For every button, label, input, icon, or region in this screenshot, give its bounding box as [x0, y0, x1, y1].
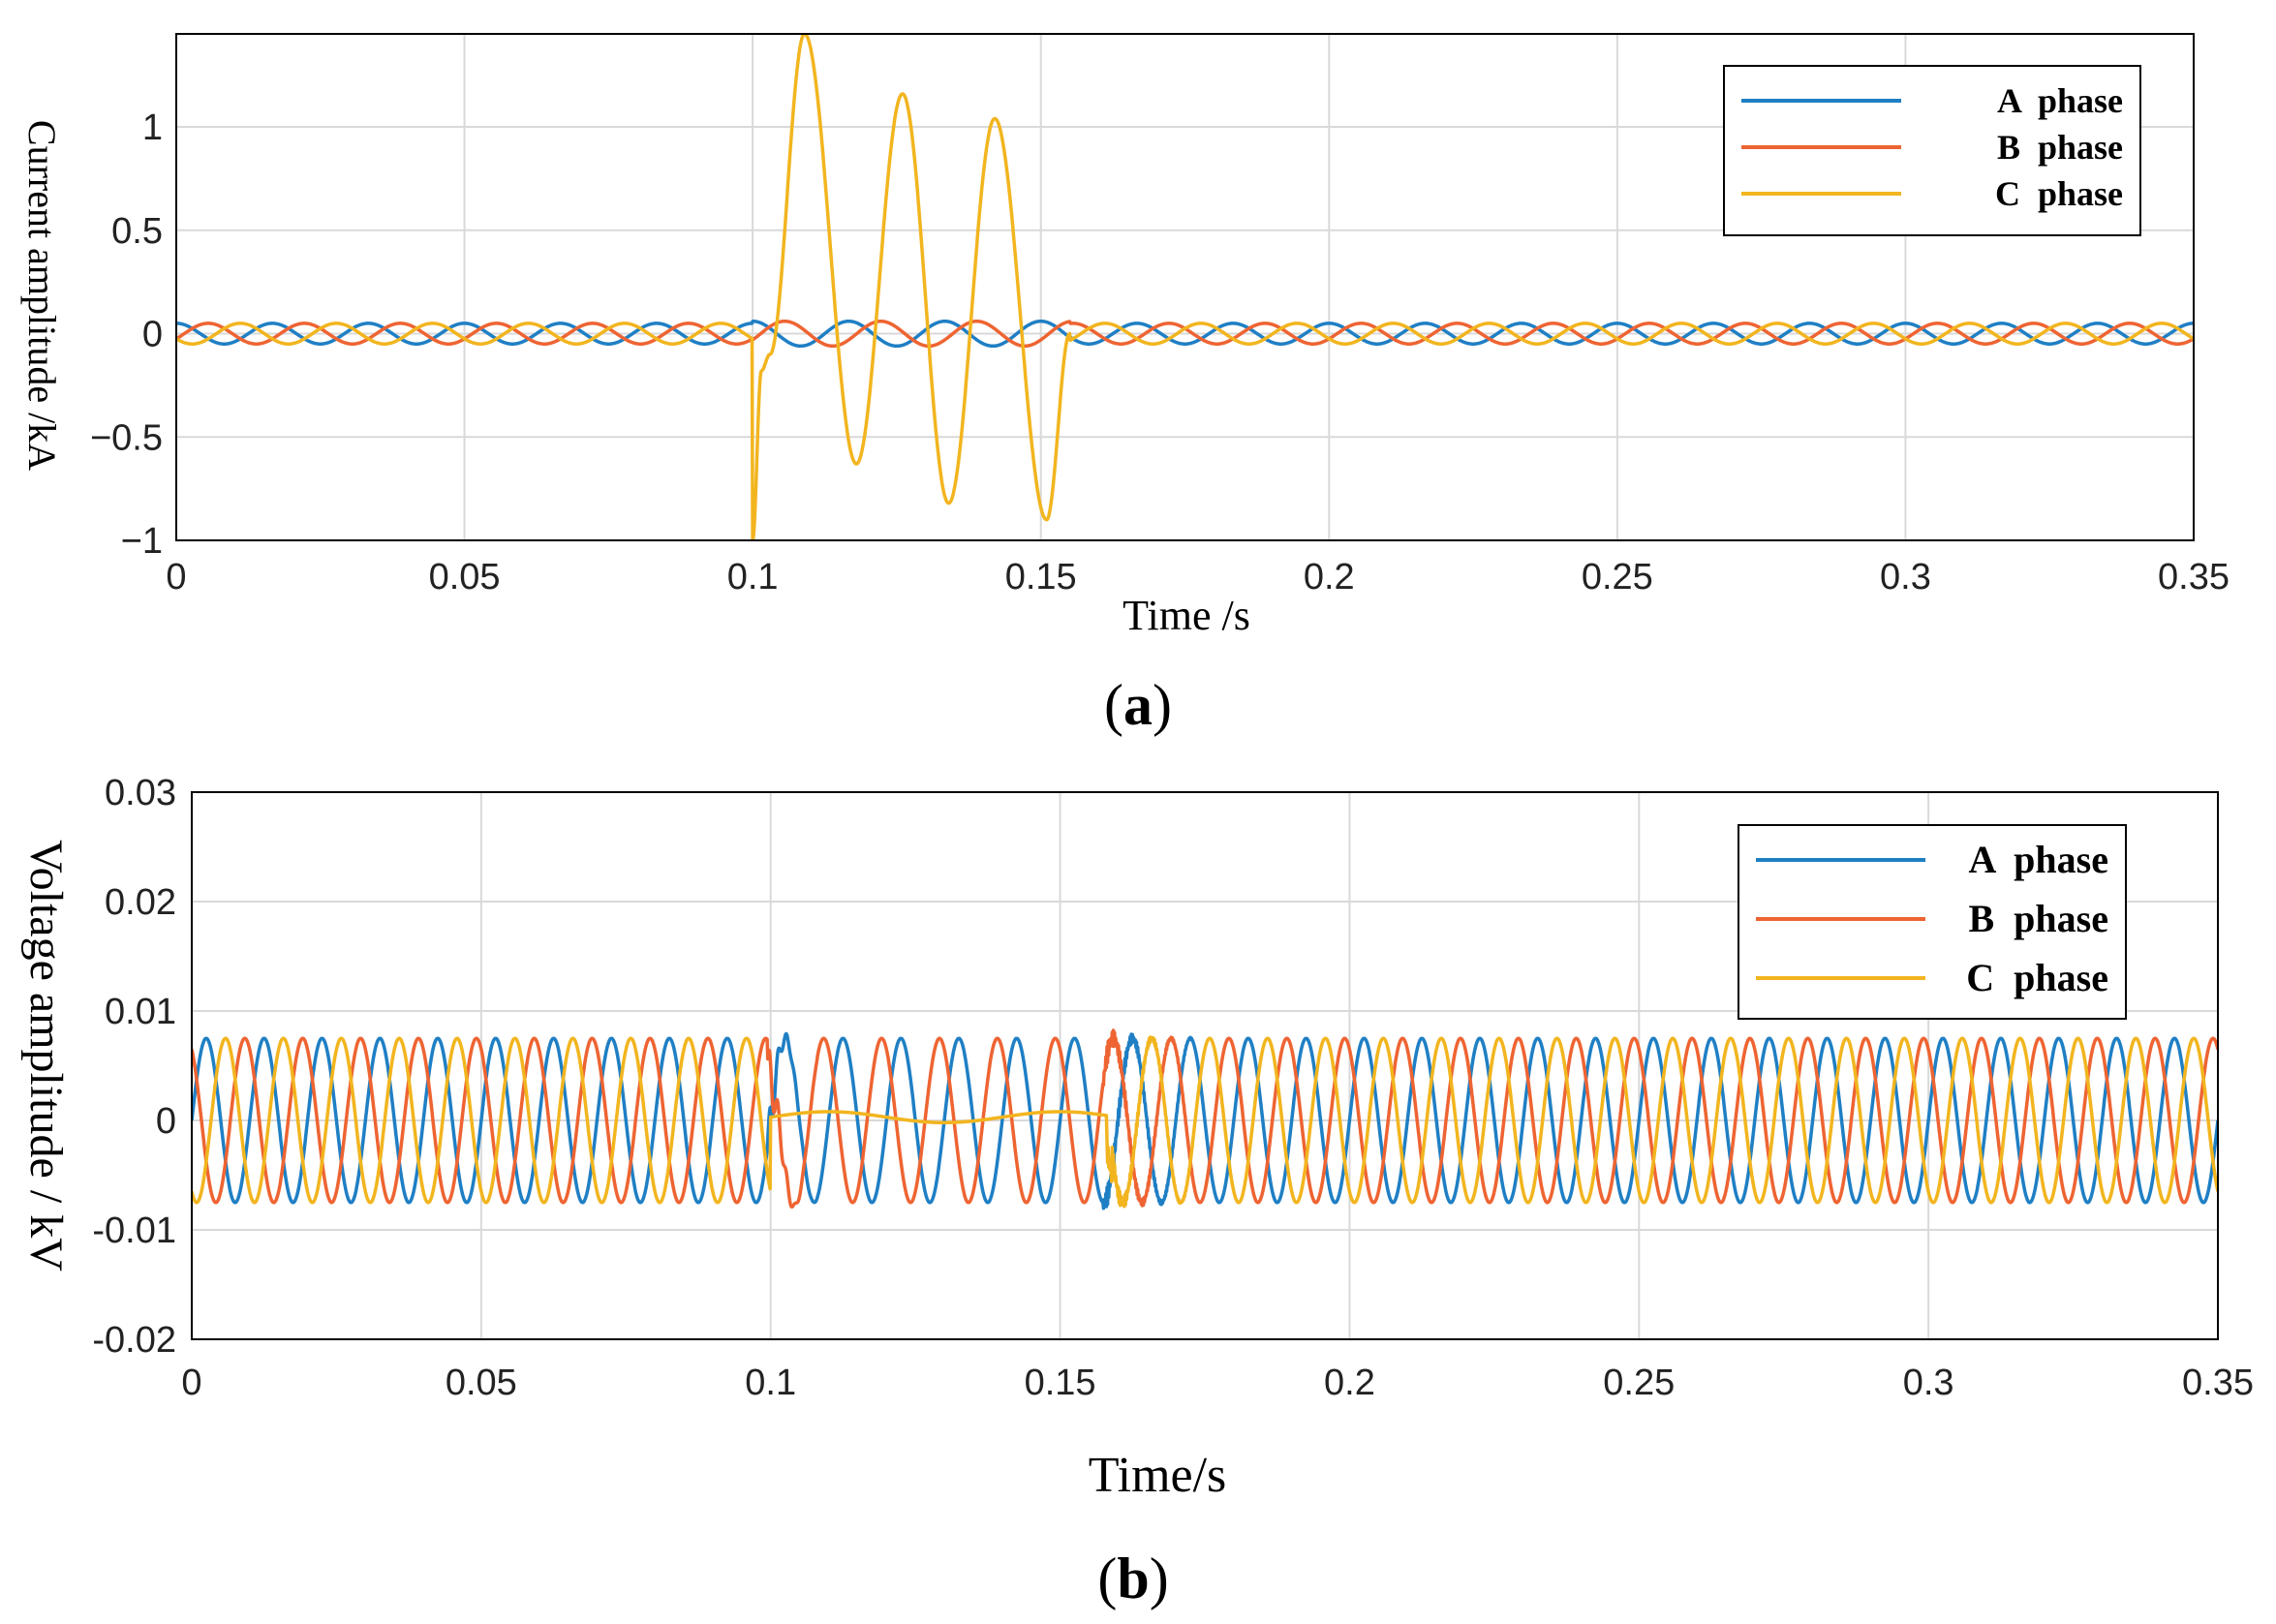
- y-tick-label: −0.5: [90, 417, 163, 458]
- x-tick-label: 0.35: [2158, 557, 2230, 598]
- x-tick-labels: 0 0.05 0.1 0.15 0.2 0.25 0.3 0.35: [166, 557, 2230, 598]
- plot-frame: [175, 33, 2195, 541]
- x-axis-label: Time/s: [1089, 1448, 1227, 1503]
- series-line-b-phase: [192, 1028, 2218, 1210]
- panel-label-b: (b): [1097, 1547, 1168, 1610]
- y-tick-label: 0.03: [105, 773, 176, 813]
- x-tick-label: 0.05: [429, 557, 501, 598]
- y-axis-label: Voltage amplitude / kV: [20, 840, 72, 1272]
- x-tick-label: 0.15: [1005, 557, 1077, 598]
- x-tick-label: 0.35: [2182, 1363, 2254, 1403]
- series-layer: [176, 34, 2194, 540]
- y-tick-labels: -0.02 -0.01 0 0.01 0.02 0.03: [92, 773, 176, 1361]
- y-tick-label: 0: [156, 1101, 176, 1142]
- plot-frame: [191, 791, 2219, 1340]
- x-tick-label: 0.15: [1025, 1363, 1096, 1403]
- legend-box: [1723, 65, 2141, 236]
- legend: A phase B phase C phase: [1738, 824, 2127, 1020]
- x-tick-label: 0: [181, 1363, 201, 1403]
- y-tick-labels: −1 −0.5 0 0.5 1: [90, 107, 163, 562]
- legend: A phase B phase C phase: [1723, 65, 2141, 236]
- series-line-a-phase: [192, 1031, 2218, 1210]
- x-tick-label: 0.3: [1880, 557, 1931, 598]
- legend-label-a: A phase: [1997, 81, 2123, 120]
- y-tick-label: 0: [142, 315, 163, 355]
- x-tick-label: 0.1: [745, 1363, 796, 1403]
- x-tick-label: 0.3: [1903, 1363, 1954, 1403]
- series-line-c-phase: [192, 1035, 2218, 1209]
- x-tick-label: 0.2: [1304, 557, 1355, 598]
- legend-label-b: B phase: [1969, 897, 2109, 940]
- x-axis-label: Time /s: [1123, 592, 1250, 639]
- panel-label-a: (a): [1104, 673, 1172, 737]
- y-tick-label: 0.02: [105, 882, 176, 923]
- x-tick-labels: 0 0.05 0.1 0.15 0.2 0.25 0.3 0.35: [181, 1363, 2254, 1403]
- panel-b-voltage-chart: 0 0.05 0.1 0.15 0.2 0.25 0.3 0.35 -0.02 -0.01 0 0.…: [20, 773, 2254, 1610]
- y-tick-label: -0.02: [92, 1320, 176, 1361]
- legend-label-c: C phase: [1966, 956, 2108, 999]
- panel-letter: a: [1123, 673, 1153, 737]
- panel-letter: b: [1117, 1547, 1149, 1610]
- legend-label-a: A phase: [1969, 838, 2109, 881]
- legend-box: [1738, 824, 2127, 1020]
- y-tick-label: 0.01: [105, 992, 176, 1032]
- x-tick-label: 0.1: [727, 557, 779, 598]
- y-tick-label: 1: [142, 107, 163, 148]
- series-line-c-phase: [176, 34, 2194, 540]
- series-line-a-phase: [176, 319, 2194, 349]
- y-tick-label: 0.5: [111, 211, 163, 252]
- x-tick-label: 0.05: [446, 1363, 517, 1403]
- legend-label-b: B phase: [1997, 128, 2123, 167]
- x-tick-label: 0: [166, 557, 186, 598]
- legend-label-c: C phase: [1995, 174, 2123, 213]
- y-axis-label: Current amplitude /kA: [20, 120, 64, 471]
- y-tick-label: -0.01: [92, 1210, 176, 1251]
- panel-a-current-chart: 0 0.05 0.1 0.15 0.2 0.25 0.3 0.35 −1 −0.5 0 0.5 1 T…: [20, 33, 2230, 737]
- series-layer: [192, 1028, 2218, 1210]
- x-tick-label: 0.2: [1324, 1363, 1375, 1403]
- y-tick-label: −1: [121, 521, 163, 562]
- x-tick-label: 0.25: [1603, 1363, 1675, 1403]
- x-tick-label: 0.25: [1582, 557, 1653, 598]
